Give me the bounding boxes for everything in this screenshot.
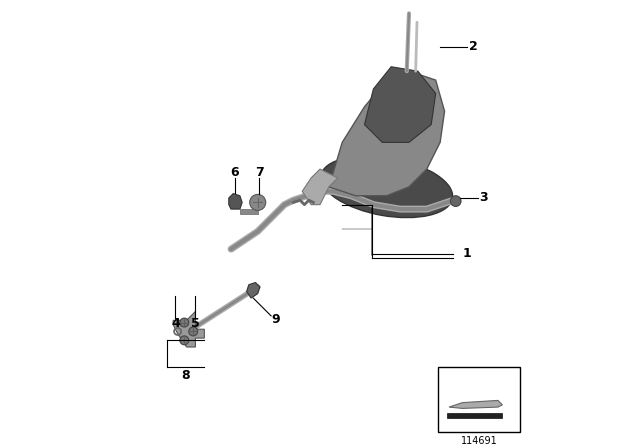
Ellipse shape — [321, 156, 452, 218]
Polygon shape — [246, 283, 260, 298]
Polygon shape — [228, 194, 242, 209]
Text: 114691: 114691 — [461, 436, 498, 446]
Circle shape — [180, 318, 189, 327]
Polygon shape — [240, 209, 258, 214]
Polygon shape — [173, 311, 204, 347]
Text: 9: 9 — [271, 313, 280, 326]
FancyBboxPatch shape — [438, 367, 520, 431]
Circle shape — [451, 196, 461, 207]
Text: 1: 1 — [463, 247, 471, 260]
Text: 4: 4 — [171, 317, 180, 330]
Text: 7: 7 — [255, 166, 264, 179]
Polygon shape — [329, 71, 445, 196]
Polygon shape — [365, 67, 436, 142]
Text: 5: 5 — [191, 317, 200, 330]
Text: 8: 8 — [181, 370, 189, 383]
Polygon shape — [302, 169, 338, 205]
Text: 2: 2 — [469, 40, 478, 53]
Circle shape — [180, 336, 189, 345]
Text: 3: 3 — [479, 191, 488, 204]
Polygon shape — [449, 401, 502, 409]
Text: 6: 6 — [230, 166, 239, 179]
Circle shape — [189, 327, 198, 336]
Polygon shape — [447, 413, 502, 418]
Circle shape — [250, 194, 266, 211]
